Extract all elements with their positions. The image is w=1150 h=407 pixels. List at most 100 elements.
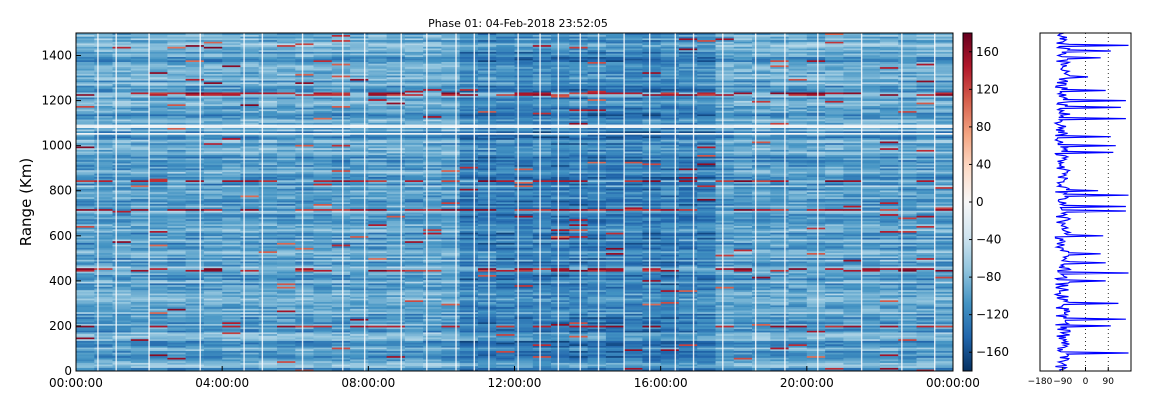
heatmap-cell <box>441 202 461 204</box>
heatmap-cell <box>149 218 168 221</box>
heatmap-cell <box>569 232 588 235</box>
heatmap-cell <box>496 345 515 348</box>
heatmap-cell <box>806 261 826 264</box>
heatmap-cell <box>605 345 625 348</box>
heatmap-cell <box>806 273 826 275</box>
heatmap-cell <box>130 261 150 264</box>
heatmap-cell <box>130 251 150 253</box>
heatmap-cell <box>514 207 534 210</box>
heatmap-cell <box>112 227 132 230</box>
heatmap-cell <box>605 218 625 221</box>
heatmap-cell <box>112 203 132 206</box>
heatmap-cell <box>733 210 753 213</box>
heatmap-cell <box>934 244 954 247</box>
heatmap-cell <box>514 296 534 299</box>
heatmap-cell <box>76 217 95 220</box>
heatmap-cell <box>404 327 424 330</box>
heatmap-cell <box>715 308 735 311</box>
heatmap-cell <box>404 320 424 323</box>
heatmap-cell <box>843 247 863 250</box>
heatmap-cell <box>277 333 296 336</box>
heatmap-cell <box>496 202 515 204</box>
heatmap-cell <box>916 301 936 304</box>
heatmap-cell <box>222 262 241 265</box>
heatmap-cell <box>423 359 442 362</box>
heatmap-cell <box>496 305 515 308</box>
heatmap-cell <box>733 278 753 281</box>
heatmap-cell <box>167 291 187 294</box>
heatmap-cell <box>459 202 479 204</box>
heatmap-cell <box>441 244 461 247</box>
heatmap-cell <box>806 224 826 226</box>
heatmap-cell <box>861 249 881 252</box>
heatmap-cell <box>203 202 223 204</box>
heatmap-cell <box>843 225 863 228</box>
heatmap-cell <box>331 369 351 372</box>
heatmap-cell <box>331 300 351 302</box>
heatmap-cell <box>240 315 260 318</box>
heatmap-cell <box>752 330 771 333</box>
heatmap-cell <box>715 249 735 252</box>
heatmap-cell <box>898 350 917 353</box>
heatmap-cell <box>167 254 187 257</box>
heatmap-cell <box>496 360 515 363</box>
heatmap-cell <box>660 352 680 355</box>
heatmap-cell <box>514 352 534 355</box>
heatmap-cell <box>277 352 296 355</box>
heatmap-cell <box>898 264 917 267</box>
heatmap-cell <box>697 323 716 326</box>
heatmap-cell <box>149 195 168 198</box>
heatmap-cell <box>331 325 351 328</box>
heatmap-cell <box>185 347 205 350</box>
heatmap-cell <box>879 225 899 228</box>
heatmap-cell <box>167 245 187 248</box>
heatmap-cell <box>76 262 95 265</box>
heatmap-cell <box>916 367 936 370</box>
heatmap-cell <box>112 245 132 248</box>
heatmap-cell <box>258 252 278 255</box>
heatmap-cell <box>277 322 296 324</box>
heatmap-cell <box>240 333 260 336</box>
heatmap-cell <box>660 289 680 292</box>
heatmap-cell <box>752 257 771 260</box>
heatmap-cell <box>806 259 826 262</box>
heatmap-cell <box>423 244 442 247</box>
heatmap-cell <box>825 200 844 203</box>
heatmap-cell <box>258 217 278 220</box>
heatmap-cell <box>496 320 515 323</box>
heatmap-cell <box>733 354 753 357</box>
heatmap-cell <box>916 300 936 302</box>
heatmap-cell <box>898 266 917 269</box>
heatmap-cell <box>569 338 588 341</box>
heatmap-cell <box>532 227 552 230</box>
heatmap-cell <box>733 286 753 289</box>
heatmap-cell <box>149 357 168 360</box>
heatmap-cell <box>569 235 588 238</box>
heatmap-cell <box>167 218 187 221</box>
heatmap-cell <box>350 296 369 299</box>
heatmap-cell <box>258 202 278 204</box>
heatmap-cell <box>277 215 296 218</box>
heatmap-cell <box>423 218 442 221</box>
heatmap-cell <box>788 200 808 203</box>
heatmap-cell <box>879 212 899 215</box>
heatmap-cell <box>697 364 716 367</box>
heatmap-cell <box>350 349 369 351</box>
heatmap-cell <box>496 352 515 355</box>
heatmap-cell <box>660 291 680 294</box>
heatmap-cell <box>605 242 625 245</box>
heatmap-cell <box>350 288 369 291</box>
heatmap-cell <box>916 239 936 242</box>
heatmap-cell <box>879 359 899 362</box>
heatmap-cell <box>459 276 479 279</box>
heatmap-cell <box>879 217 899 220</box>
heatmap-cell <box>916 235 936 238</box>
heatmap-cell <box>76 242 95 245</box>
heatmap-cell <box>112 301 132 304</box>
heatmap-cell <box>130 349 150 351</box>
heatmap-cell <box>934 225 954 228</box>
heatmap-cell <box>423 232 442 235</box>
heatmap-cell <box>898 293 917 296</box>
heatmap-cell <box>624 234 643 237</box>
heatmap-cell <box>167 240 187 243</box>
